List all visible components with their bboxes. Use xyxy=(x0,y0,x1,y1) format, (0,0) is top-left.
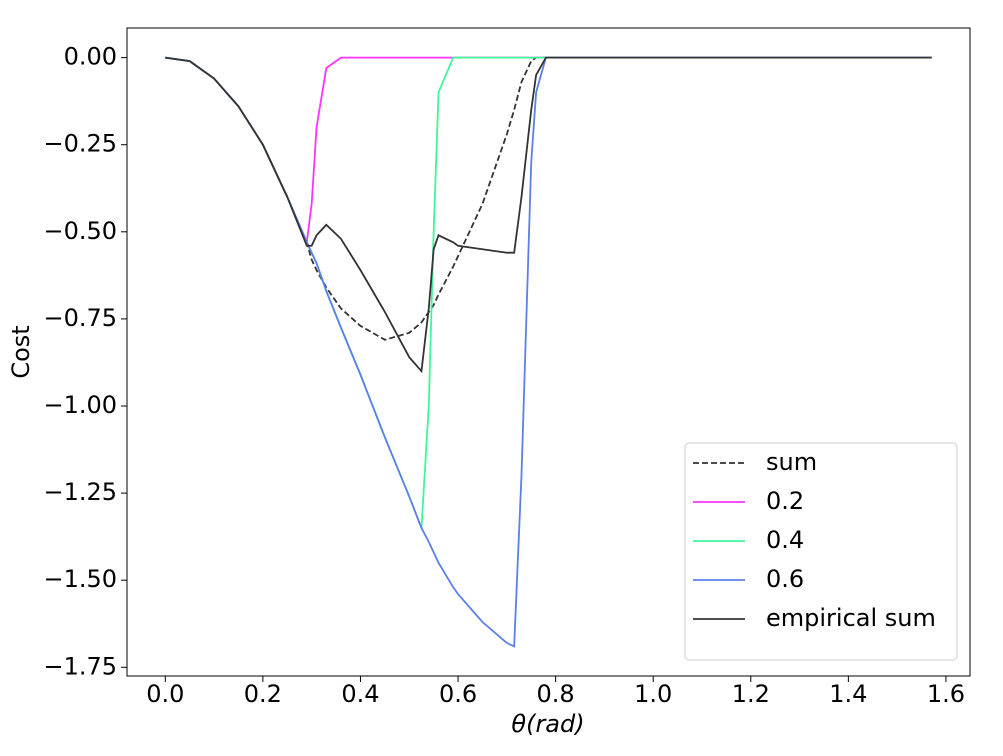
y-tick-label: −0.50 xyxy=(43,217,117,245)
y-tick-label: −1.50 xyxy=(43,565,117,593)
x-tick-label: 1.6 xyxy=(927,680,965,708)
line-series xyxy=(165,56,932,374)
legend-label: empirical sum xyxy=(766,604,936,632)
y-tick-label: −0.25 xyxy=(43,130,117,158)
y-tick-label: −1.25 xyxy=(43,478,117,506)
x-tick-label: 0.8 xyxy=(537,680,575,708)
y-tick-label: −0.75 xyxy=(43,304,117,332)
x-tick-label: 1.2 xyxy=(732,680,770,708)
legend-box xyxy=(684,442,958,661)
line-series xyxy=(165,56,932,246)
legend-label: 0.6 xyxy=(766,565,804,593)
x-tick-label: 0.0 xyxy=(146,680,184,708)
y-tick-label: 0.00 xyxy=(64,43,117,71)
x-tick-label: 0.2 xyxy=(244,680,282,708)
legend-label: 0.4 xyxy=(766,526,804,554)
x-tick-label: 0.6 xyxy=(439,680,477,708)
x-tick-label: 1.4 xyxy=(829,680,867,708)
x-axis-label: θ(rad) xyxy=(511,710,584,738)
plot-frame xyxy=(126,27,971,677)
y-tick-label: −1.00 xyxy=(43,391,117,419)
x-tick-label: 0.4 xyxy=(341,680,379,708)
x-tick-label: 1.0 xyxy=(634,680,672,708)
y-tick-label: −1.75 xyxy=(43,652,117,680)
y-axis-label: Cost xyxy=(7,325,35,378)
legend-label: sum xyxy=(766,448,817,476)
line-series xyxy=(165,56,932,341)
legend-label: 0.2 xyxy=(766,487,804,515)
